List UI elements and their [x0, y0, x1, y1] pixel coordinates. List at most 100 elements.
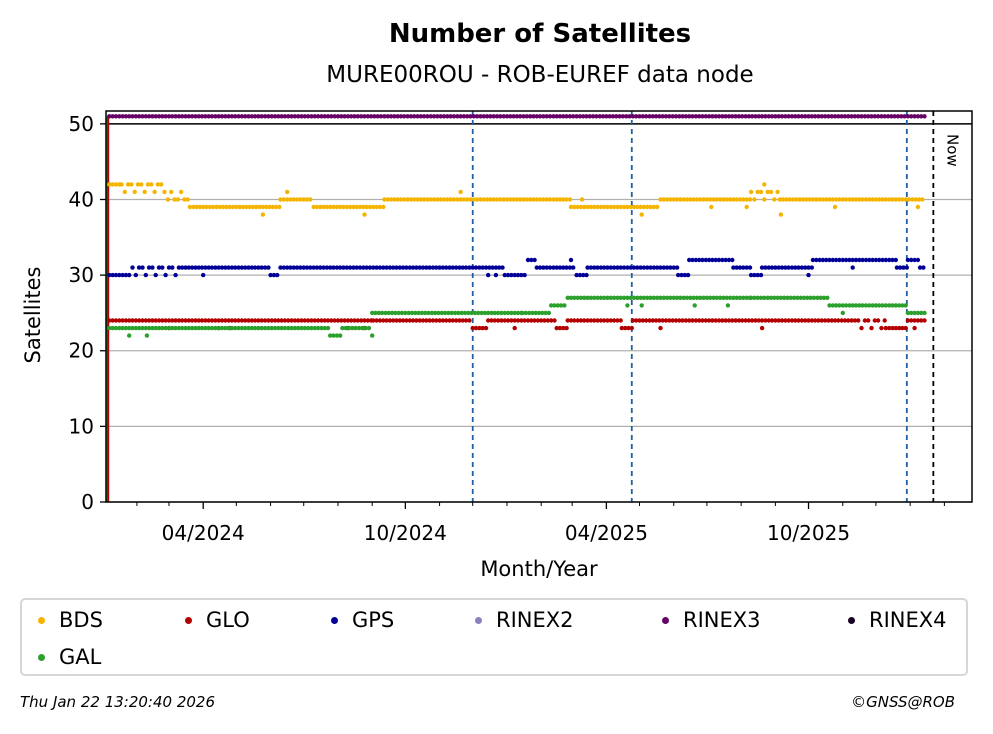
data-point [667, 318, 672, 323]
data-point [332, 114, 337, 119]
data-point [286, 114, 291, 119]
data-point [721, 197, 726, 202]
data-point [368, 114, 374, 119]
data-point [520, 310, 525, 316]
data-point [552, 318, 557, 323]
data-point [860, 197, 865, 202]
data-point [759, 114, 765, 119]
data-point [869, 114, 874, 119]
data-point [575, 318, 580, 323]
data-point [431, 197, 437, 202]
data-point [130, 318, 135, 323]
data-point [660, 114, 665, 119]
data-point [847, 197, 852, 202]
data-point [309, 318, 314, 323]
data-point [294, 265, 300, 270]
data-point [551, 265, 556, 270]
data-point [396, 310, 401, 316]
data-point [592, 265, 597, 270]
data-point [766, 318, 771, 323]
data-point [763, 114, 768, 119]
data-point [602, 318, 607, 323]
data-point [370, 333, 375, 338]
data-point [387, 318, 393, 323]
data-point [122, 189, 128, 195]
data-point [472, 310, 478, 316]
data-point [196, 114, 201, 119]
y-tick-label: 20 [69, 339, 94, 363]
data-point [697, 257, 702, 263]
data-point [554, 114, 559, 119]
data-point [638, 265, 643, 270]
data-point [630, 318, 636, 323]
data-point [635, 204, 640, 210]
data-point [249, 325, 254, 331]
data-point [648, 265, 653, 270]
data-point [376, 310, 381, 316]
data-point [435, 197, 440, 202]
data-point [608, 295, 613, 300]
x-tick-label: 04/2024 [162, 521, 245, 545]
data-point [130, 265, 135, 270]
data-point [842, 318, 848, 323]
data-point [488, 197, 493, 202]
data-point [903, 303, 908, 308]
data-point [561, 114, 566, 119]
data-point [107, 318, 112, 323]
data-point [598, 318, 604, 323]
data-point [407, 265, 412, 270]
data-point [678, 295, 683, 300]
data-point [853, 303, 859, 308]
data-point [289, 318, 294, 323]
data-point [476, 310, 481, 316]
data-point [120, 318, 125, 323]
y-tick-label: 50 [69, 112, 94, 136]
data-point [233, 318, 238, 323]
data-point [404, 265, 409, 270]
data-point [882, 318, 887, 323]
data-point [469, 310, 474, 316]
data-point [140, 325, 145, 331]
data-point [471, 114, 476, 119]
data-point [292, 114, 298, 119]
data-point [822, 114, 828, 119]
data-point [740, 318, 745, 323]
data-point [756, 318, 761, 323]
data-point [682, 272, 687, 278]
data-point [149, 182, 154, 187]
data-point [465, 114, 470, 119]
data-point [724, 295, 729, 300]
data-point [598, 204, 604, 210]
data-point [617, 114, 622, 119]
data-point [492, 318, 497, 323]
data-point [711, 197, 716, 202]
data-point [387, 265, 393, 270]
data-point [173, 325, 178, 331]
data-point [541, 265, 546, 270]
data-point [190, 325, 195, 331]
data-point [146, 114, 152, 119]
data-point [762, 197, 767, 202]
data-point [282, 318, 288, 323]
data-point [175, 197, 180, 202]
data-point [731, 265, 736, 270]
data-point [150, 265, 155, 270]
x-tick-label: 10/2025 [767, 521, 850, 545]
data-point [554, 265, 559, 270]
data-point [688, 295, 693, 300]
data-point [439, 310, 444, 316]
data-point [446, 310, 451, 316]
data-point [557, 197, 563, 202]
data-point [362, 212, 367, 217]
data-point [237, 204, 242, 210]
data-point [688, 197, 693, 202]
data-point [170, 114, 175, 119]
data-point [668, 295, 673, 300]
data-point [486, 310, 491, 316]
data-point [478, 114, 483, 119]
data-point [286, 318, 291, 323]
data-point [727, 197, 733, 202]
data-point [552, 303, 557, 308]
data-point [444, 265, 449, 270]
data-point [557, 325, 563, 331]
